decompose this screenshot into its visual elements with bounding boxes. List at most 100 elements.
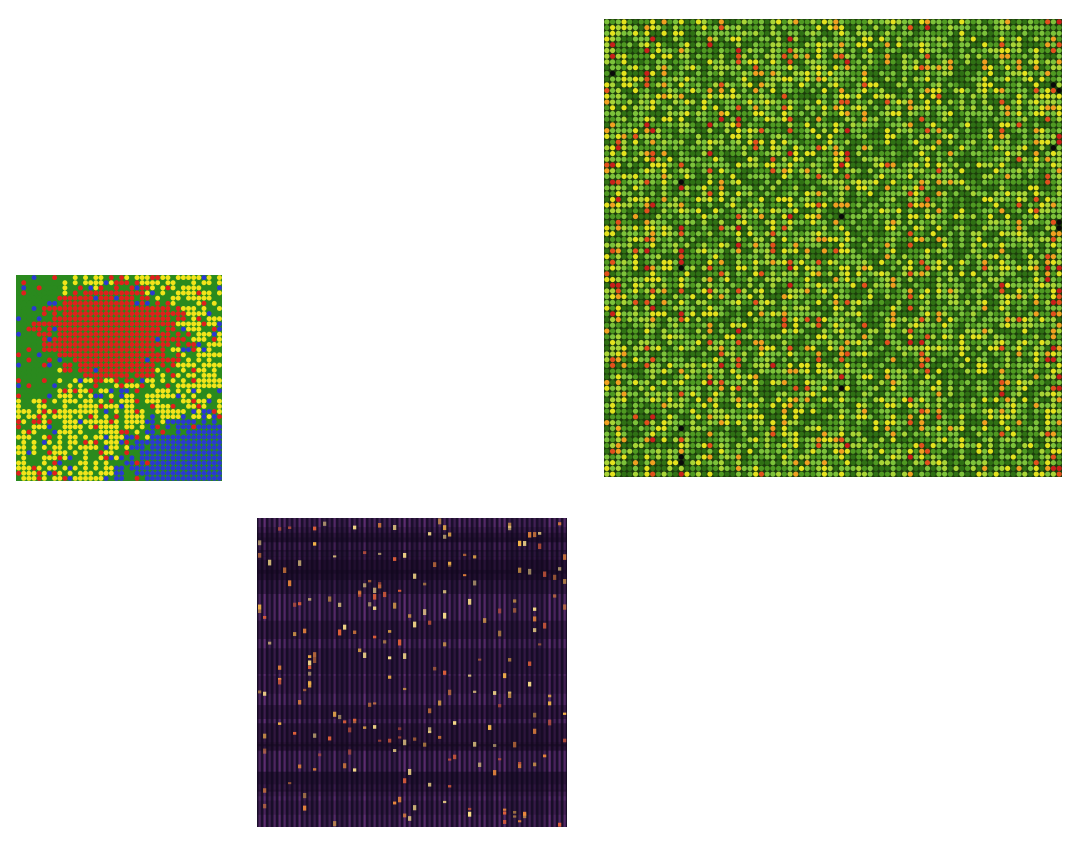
dot [609,471,616,477]
dot [47,378,52,384]
dot [764,391,770,397]
dot [827,116,833,122]
dot [644,208,650,214]
dot [134,331,140,337]
dot [62,445,68,450]
dot [833,362,839,368]
dot [139,460,145,466]
dot [833,448,839,454]
dot [609,122,616,128]
dot [621,213,627,220]
dot [816,185,822,191]
dot [150,300,155,306]
dot [609,299,616,306]
dot [798,93,805,99]
dot [787,402,793,409]
dot [160,434,166,440]
dot [41,460,47,466]
dot [21,470,27,476]
dot [753,448,759,454]
dot [93,465,99,471]
dot [108,403,114,409]
dot [793,93,799,99]
dot [690,190,696,197]
dot [724,397,730,403]
dot [701,93,707,99]
dot [793,116,799,122]
dot [827,47,833,54]
dot [724,156,730,162]
dot [787,305,793,311]
dot [730,311,736,317]
dot [770,110,776,117]
dot [833,162,839,168]
dot [804,276,810,283]
dot [632,271,639,277]
dot [644,379,650,386]
dot [775,162,782,168]
dot [821,122,828,128]
dot [804,460,810,466]
dot [661,128,667,134]
dot [655,150,662,157]
dot [621,116,627,122]
dot [661,334,667,340]
dot [98,398,104,404]
dot [108,434,114,440]
dot [47,357,52,363]
dot [632,402,639,409]
dot [821,87,828,94]
dot [644,162,650,168]
dot [21,295,27,301]
dot [21,424,27,430]
dot [844,179,850,185]
dot [713,402,719,409]
dot [77,372,83,378]
dot [119,357,125,363]
dot [621,322,627,328]
dot [793,357,799,363]
dot [810,196,816,202]
dot [650,357,656,363]
dot [186,311,191,317]
dot [170,414,176,420]
dot [180,424,186,430]
dot [816,145,822,151]
dot [678,259,684,265]
dot [764,311,770,317]
dot [701,334,707,340]
dot [741,133,747,139]
dot [821,345,828,351]
dot [41,409,47,414]
dot [175,414,181,420]
dot [821,105,828,111]
dot [838,128,845,134]
dot [83,306,88,311]
dot [88,414,94,420]
dot [165,383,171,389]
dot [661,133,667,139]
dot [661,208,667,214]
dot [632,196,639,202]
dot [707,465,713,472]
dot [816,42,822,48]
dot [707,99,713,105]
dot [638,351,644,357]
dot [684,42,690,48]
dot [672,179,679,185]
dot [644,139,650,145]
dot [638,276,644,283]
dot [113,439,119,445]
dot [129,295,135,301]
dot [821,414,828,420]
dot [170,331,176,337]
dot [793,334,799,340]
dot [52,439,58,445]
dot [798,271,805,277]
dot [770,36,776,42]
dot [88,398,94,404]
dot [827,139,833,145]
dot [88,275,94,281]
dot [21,388,27,394]
dot [793,362,799,368]
